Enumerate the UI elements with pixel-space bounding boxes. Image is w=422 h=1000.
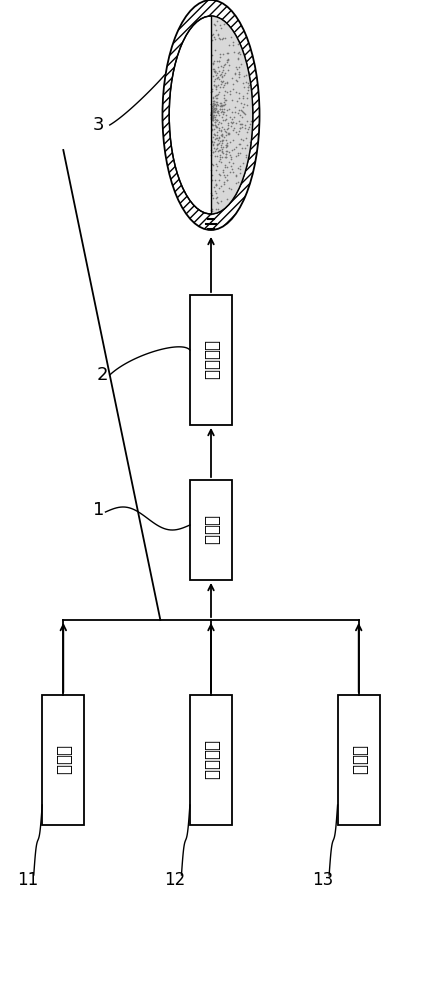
Text: 供应装置: 供应装置	[202, 340, 220, 380]
Bar	[338, 695, 380, 825]
Text: 12: 12	[165, 871, 186, 889]
Text: 混合液: 混合液	[202, 515, 220, 545]
Text: 13: 13	[312, 871, 333, 889]
Text: 抗静电剂: 抗静电剂	[202, 740, 220, 780]
Text: 11: 11	[17, 871, 38, 889]
Circle shape	[169, 16, 253, 214]
Circle shape	[162, 0, 260, 230]
Text: 2: 2	[97, 366, 108, 384]
Bar	[190, 695, 232, 825]
Text: 1: 1	[93, 501, 104, 519]
Bar	[190, 295, 232, 425]
Circle shape	[162, 0, 260, 230]
Bar	[190, 480, 232, 580]
Bar	[42, 695, 84, 825]
Wedge shape	[211, 16, 253, 214]
Text: 粘稊剂: 粘稊剂	[350, 745, 368, 775]
Text: 轻质物: 轻质物	[54, 745, 72, 775]
Wedge shape	[211, 16, 253, 214]
Text: 3: 3	[93, 116, 104, 134]
Wedge shape	[169, 16, 211, 214]
